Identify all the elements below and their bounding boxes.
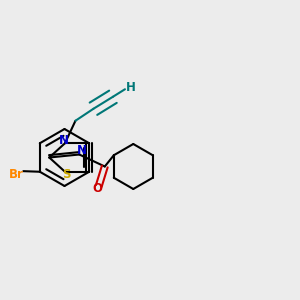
Text: H: H <box>125 81 135 94</box>
Text: S: S <box>62 168 71 181</box>
Text: N: N <box>77 144 87 158</box>
Text: Br: Br <box>9 168 24 181</box>
Text: O: O <box>92 182 102 195</box>
Text: N: N <box>58 134 68 147</box>
